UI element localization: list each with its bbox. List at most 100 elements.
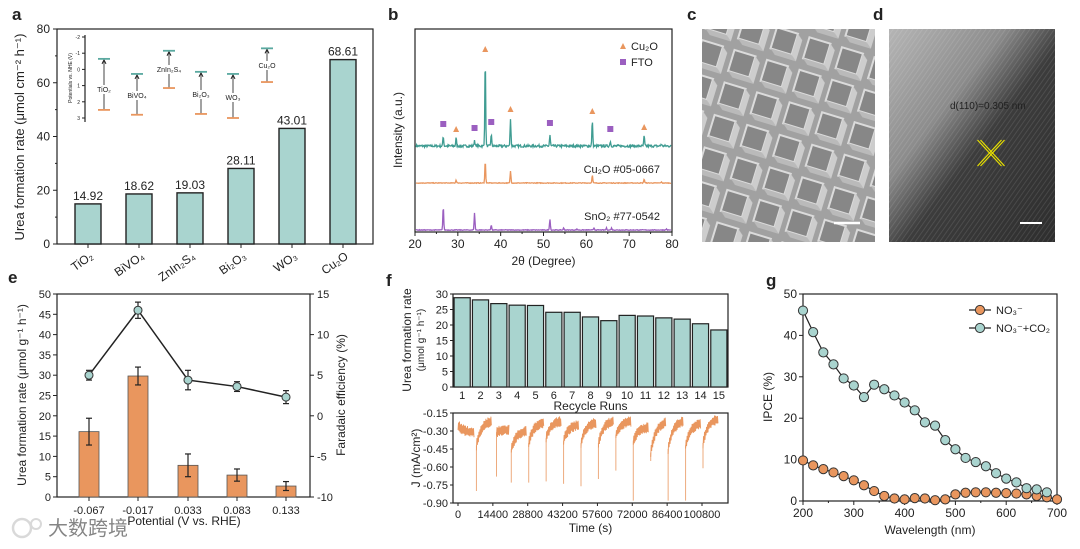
arrow-up-icon (134, 73, 140, 80)
y-tick-label: 20 (784, 411, 798, 425)
current-trace-cycle (667, 416, 684, 455)
current-trace-cycle (545, 416, 562, 443)
chart-e: 0 5 10 15 20 25 30 35 40 45 50 -10 -5 0 5 10 15 Urea form… (15, 289, 348, 528)
inset-tick-label: -2 (76, 35, 81, 41)
ipce-point (1011, 488, 1022, 499)
x-tick-label: 80 (665, 237, 679, 251)
ipce-point (838, 373, 849, 384)
x-tick-label: 1 (459, 390, 465, 402)
x-tick-label: 0.133 (272, 505, 300, 517)
x-tick-label: -0.017 (122, 505, 153, 517)
panel-label-e: e (8, 268, 17, 287)
ipce-point (960, 487, 971, 498)
bar-6 (563, 311, 581, 388)
ipce-point (889, 390, 900, 401)
label-bg (157, 65, 181, 74)
y-axis-label: Urea formation rate (μmol cm⁻² h⁻¹) (12, 34, 27, 241)
x-axis-label: Potential (V vs. RHE) (127, 514, 240, 528)
fe-point (84, 370, 94, 380)
arrow-up-icon (264, 48, 270, 54)
bar-value-label: 43.01 (277, 113, 307, 127)
current-trace-cycle (510, 425, 527, 453)
current-trace-cycle (457, 421, 475, 438)
current-trace-cycle (563, 420, 580, 445)
y-tick-label: 15 (39, 431, 51, 443)
label-bg (92, 85, 116, 94)
y-tick-label: 0 (43, 237, 50, 251)
x-tick-label: 20 (408, 237, 422, 251)
bar-12 (673, 318, 691, 388)
x-tick-label: 7 (569, 390, 575, 402)
ipce-point (940, 494, 951, 505)
ipce-point (919, 417, 931, 428)
y-tick-label: 30 (39, 370, 51, 382)
x-tick-label: 3 (496, 390, 502, 402)
x-tick-label: 200 (793, 506, 813, 520)
bar-2 (176, 192, 204, 245)
ipce-point (808, 460, 819, 471)
bar-14 (710, 329, 728, 388)
ipce-point (980, 487, 991, 498)
chart-b: 20 30 40 50 60 70 80 2θ (Degree) Intensity (a.u.… (391, 28, 679, 268)
bar-0 (74, 203, 102, 245)
y-tick-label: -0.30 (423, 426, 448, 438)
inset-band-diagram: -2 -1 0 1 2 3 Potentials vs. NHE (V) TiO₂ BiVO₄ Z… (68, 35, 279, 122)
x-tick-label: Bi₂O₃ (216, 249, 248, 277)
ipce-point (950, 444, 961, 455)
ipce-point (869, 379, 880, 390)
band-material-label: TiO₂ (97, 87, 111, 94)
ipce-point (1011, 477, 1022, 488)
ipce-point (950, 489, 961, 500)
ipce-point (879, 490, 890, 502)
cu2o-peak-marker (641, 124, 648, 130)
x-tick-label: 9 (606, 390, 612, 402)
x-tick-label: 0 (455, 509, 461, 521)
legend-label: Cu₂O (631, 41, 658, 53)
y-axis-label: J (mA/cm²) (409, 429, 423, 488)
x-tick-label: 57600 (582, 509, 613, 521)
band-material-label: BiVO₄ (127, 93, 146, 100)
y-tick-label: 10 (436, 351, 448, 363)
bar-10 (636, 315, 655, 388)
legend-label: NO₃⁻ (996, 305, 1023, 317)
ipce-point (797, 305, 809, 316)
x-tick-label: BiVO₄ (112, 249, 147, 279)
panel-label-f: f (386, 271, 392, 290)
bar-value-label: 68.61 (328, 45, 358, 59)
legend-label: FTO (631, 57, 653, 69)
lattice-marker-line (980, 139, 1005, 167)
bar-value-label: 14.92 (73, 189, 103, 203)
y-tick-label: 5 (45, 472, 51, 484)
bar-4 (526, 304, 545, 388)
arrow-up-icon (101, 58, 107, 65)
chart-g: 200 300 400 500 600 700 0 10 20 30 40 50 Wavelength … (761, 287, 1067, 537)
legend-marker-icon (974, 322, 986, 334)
ipce-point (960, 452, 971, 464)
ipce-point (1001, 473, 1012, 484)
ipce-point (990, 487, 1002, 498)
panel-label-c: c (687, 5, 696, 24)
ipce-point (970, 456, 981, 468)
x-tick-label: -0.067 (73, 505, 104, 517)
ipce-point (919, 493, 931, 504)
panel-label-a: a (12, 5, 22, 24)
arrow-up-icon (198, 71, 204, 78)
y-right-tick-label: -10 (317, 492, 333, 504)
chart-f-bottom: -0.90 -0.75 -0.60 -0.45 -0.30 -0.15 0 14400 2880… (409, 408, 729, 535)
y-axis-label: Urea formation rate (400, 288, 414, 392)
inset-y-label: Potentials vs. NHE (V) (68, 53, 74, 103)
band-material-label: Bi₂O₃ (192, 92, 209, 99)
current-trace-cycle (580, 418, 597, 448)
x-tick-label: 8 (587, 390, 593, 402)
y-right-tick-label: 10 (317, 330, 329, 342)
y-tick-label: -0.75 (423, 480, 448, 492)
x-tick-label: 70 (622, 237, 636, 251)
x-tick-label: 300 (844, 506, 864, 520)
x-tick-label: 14400 (478, 509, 509, 521)
ipce-point (1041, 487, 1052, 498)
watermark-text: 大数跨境 (48, 517, 128, 540)
xrd-trace-0 (415, 71, 672, 150)
band-material-label: ZnIn₂S₄ (157, 67, 181, 74)
x-tick-label: 600 (996, 506, 1016, 520)
